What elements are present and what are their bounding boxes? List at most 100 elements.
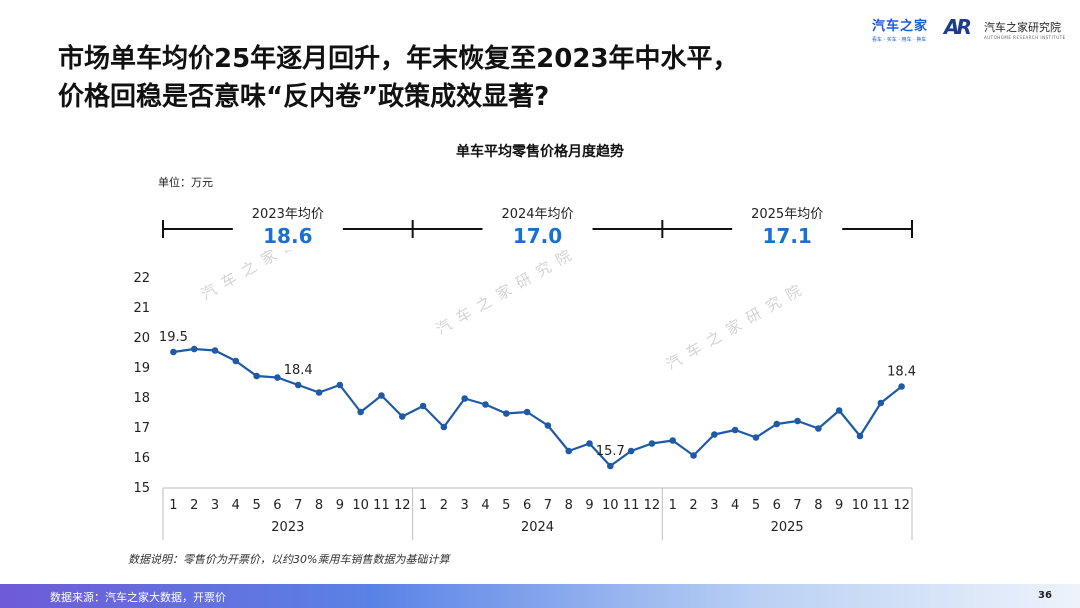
page-number: 36	[1038, 590, 1052, 601]
bottom-bar	[0, 584, 1080, 608]
x-tick-label: 1	[419, 498, 427, 513]
data-label: 18.4	[887, 365, 916, 380]
x-tick-label: 3	[710, 498, 718, 513]
data-point	[544, 422, 552, 429]
average-label-background	[232, 204, 343, 250]
x-tick-label: 12	[893, 498, 910, 513]
data-point	[877, 399, 885, 407]
data-label: 18.4	[284, 363, 313, 378]
data-point	[378, 392, 385, 399]
data-point	[773, 420, 781, 428]
x-tick-label: 10	[852, 498, 869, 513]
x-tick-label: 6	[523, 498, 531, 513]
chart-title: 单车平均零售价格月度趋势	[456, 144, 624, 160]
data-point	[856, 432, 864, 440]
x-tick-label: 10	[352, 498, 369, 513]
x-tick-label: 3	[211, 498, 219, 513]
data-point	[669, 437, 677, 444]
x-tick-label: 8	[315, 498, 323, 513]
data-point	[711, 431, 718, 438]
y-tick-label: 22	[133, 271, 150, 286]
x-tick-label: 10	[602, 498, 619, 513]
x-tick-label: 11	[373, 498, 390, 513]
data-point	[523, 408, 531, 416]
average-label: 2023年均价	[252, 207, 324, 222]
institute-name-en: AUTOHOME RESEARCH INSTITUTE	[984, 35, 1066, 40]
data-point	[482, 401, 489, 408]
x-tick-label: 4	[481, 498, 489, 513]
watermark-text: 汽车之家研究院	[663, 277, 811, 373]
y-tick-label: 21	[133, 301, 150, 316]
x-tick-label: 1	[169, 498, 177, 513]
data-point	[815, 425, 822, 432]
data-point	[190, 345, 198, 353]
institute-name: 汽车之家研究院	[984, 21, 1061, 34]
headline-line-2: 价格回稳是否意味“反内卷”政策成效显著?	[58, 82, 550, 112]
data-point	[398, 413, 406, 420]
group-label: 2025	[771, 520, 804, 535]
y-tick-label: 20	[133, 331, 150, 346]
data-point	[835, 407, 843, 414]
autohome-logo-slogan: 看车 · 买车 · 用车 · 换车	[872, 37, 927, 43]
group-label: 2023	[271, 520, 304, 535]
x-tick-label: 2	[440, 498, 448, 513]
data-point	[502, 410, 510, 417]
data-point	[690, 452, 697, 459]
unit-label: 单位：万元	[158, 176, 213, 189]
x-tick-label: 6	[273, 498, 281, 513]
y-tick-label: 19	[133, 361, 150, 376]
average-value: 17.1	[762, 224, 811, 248]
data-source: 数据来源：汽车之家大数据，开票价	[50, 591, 226, 604]
data-point	[419, 402, 427, 410]
autohome-logo: 汽车之家 看车 · 买车 · 用车 · 换车	[872, 15, 934, 43]
x-tick-label: 9	[336, 498, 344, 513]
average-label: 2024年均价	[501, 207, 573, 222]
y-tick-label: 17	[133, 421, 150, 436]
y-tick-label: 16	[133, 451, 150, 466]
data-point	[357, 408, 364, 416]
data-footnote: 数据说明：零售价为开票价，以约30%乘用车销售数据为基础计算	[128, 553, 450, 566]
average-label-background	[732, 204, 843, 250]
data-point	[336, 381, 344, 389]
x-tick-label: 12	[394, 498, 411, 513]
data-point	[253, 372, 260, 380]
x-tick-label: 9	[585, 498, 593, 513]
group-label: 2024	[521, 520, 554, 535]
data-point	[315, 389, 323, 396]
x-tick-label: 12	[644, 498, 661, 513]
data-point	[648, 440, 656, 447]
x-tick-label: 1	[669, 498, 677, 513]
y-tick-label: 15	[133, 481, 150, 496]
x-tick-label: 6	[773, 498, 781, 513]
data-point	[794, 417, 801, 425]
data-point	[898, 383, 905, 390]
average-value: 18.6	[263, 224, 312, 248]
data-point	[752, 434, 760, 441]
series-line	[173, 347, 903, 468]
x-tick-label: 5	[502, 498, 510, 513]
x-tick-label: 8	[565, 498, 573, 513]
data-label: 15.7	[596, 444, 625, 459]
x-tick-label: 7	[544, 498, 552, 513]
x-tick-label: 4	[731, 498, 739, 513]
y-tick-label: 18	[133, 391, 150, 406]
average-label-background	[482, 204, 593, 250]
data-point	[232, 357, 240, 365]
average-label: 2025年均价	[751, 207, 823, 222]
autohome-logo-text: 汽车之家	[872, 19, 929, 34]
data-point	[170, 348, 177, 356]
x-tick-label: 5	[752, 498, 760, 513]
data-point	[294, 381, 302, 389]
x-tick-label: 11	[623, 498, 640, 513]
x-tick-label: 11	[873, 498, 890, 513]
data-label: 19.5	[159, 330, 188, 345]
data-point	[565, 447, 573, 455]
average-value: 17.0	[513, 224, 562, 248]
x-tick-label: 9	[835, 498, 843, 513]
x-tick-label: 2	[689, 498, 697, 513]
x-tick-label: 7	[793, 498, 801, 513]
ar-logo-icon: AR	[944, 15, 972, 39]
x-tick-label: 3	[461, 498, 469, 513]
data-point	[731, 426, 739, 434]
